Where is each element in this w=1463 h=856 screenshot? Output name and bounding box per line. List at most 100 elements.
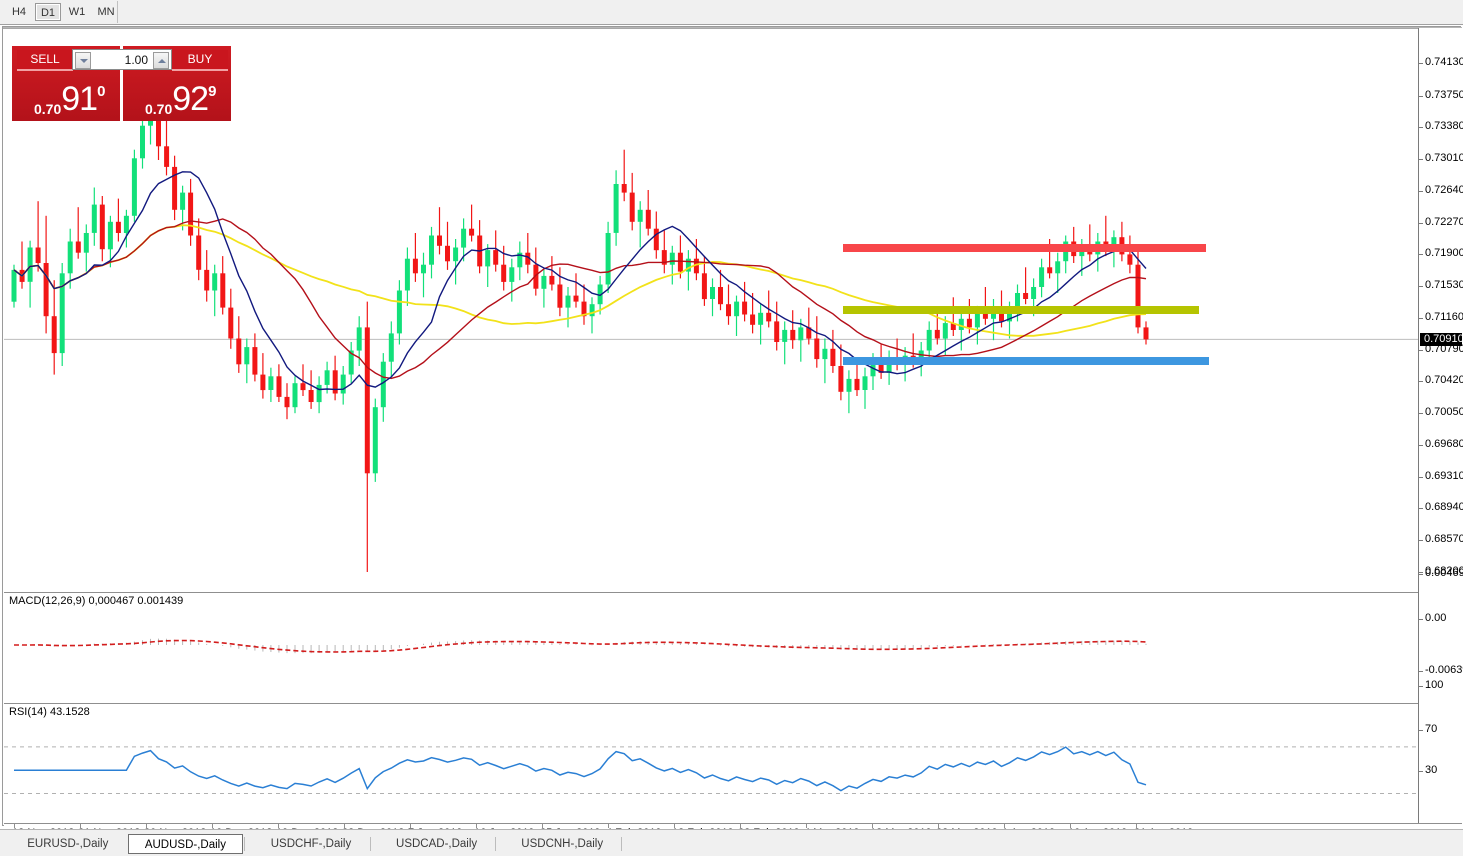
macd-pane[interactable]: MACD(12,26,9) 0,000467 0.001439 xyxy=(4,592,1418,703)
chart-tab-audusd[interactable]: AUDUSD-,Daily xyxy=(127,834,244,854)
sell-price: 0.70910 xyxy=(34,80,105,119)
rsi-label: RSI(14) 43.1528 xyxy=(9,706,90,718)
buy-price-main: 92 xyxy=(172,80,209,118)
price-axis-tick-label: 0.71530 xyxy=(1425,279,1463,292)
mid-zone xyxy=(843,306,1199,314)
rsi-plot xyxy=(4,746,1418,794)
time-axis-tick xyxy=(212,824,213,828)
price-axis-tick-label: 0.74130 xyxy=(1425,56,1463,68)
volume-stepper[interactable]: 1.00 xyxy=(72,49,172,70)
price-axis-tick-label: 0.68570 xyxy=(1425,533,1463,546)
time-axis-tick xyxy=(608,824,609,828)
rsi-axis-tick xyxy=(1419,730,1423,731)
price-axis-tick xyxy=(1419,572,1423,573)
buy-price-frac: 9 xyxy=(208,83,217,100)
price-axis-tick-label: 0.70420 xyxy=(1425,374,1463,387)
macd-label: MACD(12,26,9) 0,000467 0.001439 xyxy=(9,595,184,607)
rsi-axis-tick-label: 70 xyxy=(1425,723,1438,735)
price-axis-tick xyxy=(1419,222,1423,224)
rsi-axis-tick xyxy=(1419,686,1423,687)
time-axis-tick xyxy=(146,824,147,828)
price-axis-tick-label: 0.73010 xyxy=(1425,152,1463,165)
resistance-zone xyxy=(843,244,1206,252)
timeframe-button-w1[interactable]: W1 xyxy=(68,6,86,18)
time-axis-tick xyxy=(344,824,345,828)
timeframe-button-mn[interactable]: MN xyxy=(97,6,115,18)
rsi-axis-tick-label: 100 xyxy=(1425,679,1444,691)
candlestick-chart xyxy=(4,75,1418,572)
chart-tab-usdchf[interactable]: USDCHF-,Daily xyxy=(270,838,352,850)
support-zone xyxy=(843,357,1209,365)
macd-plot xyxy=(14,638,1147,654)
macd-axis-tick xyxy=(1419,574,1423,575)
price-axis-tick xyxy=(1419,349,1423,351)
current-price-label: 0.70910 xyxy=(1420,333,1463,347)
volume-increment-button[interactable] xyxy=(153,52,169,69)
tab-divider xyxy=(621,837,622,851)
price-pane[interactable] xyxy=(4,30,1418,590)
time-axis-tick xyxy=(542,824,543,828)
price-axis-tick xyxy=(1419,254,1423,256)
price-axis-tick xyxy=(1419,63,1423,64)
rsi-axis-tick-label: 30 xyxy=(1425,764,1438,776)
macd-axis-tick-label: 0.004694 xyxy=(1425,567,1463,579)
time-axis-tick xyxy=(476,824,477,828)
triangle-up-icon xyxy=(158,59,166,63)
price-axis-tick-label: 0.71160 xyxy=(1425,310,1463,323)
price-axis-tick-label: 0.72640 xyxy=(1425,183,1463,196)
timeframe-button-d1[interactable]: D1 xyxy=(35,3,61,21)
price-axis-tick-label: 0.72270 xyxy=(1425,215,1463,228)
chart-window-top-border xyxy=(3,27,1462,29)
buy-label[interactable]: BUY xyxy=(172,50,228,71)
buy-price-prefix: 0.70 xyxy=(145,101,173,117)
buy-price: 0.70929 xyxy=(145,80,216,119)
rsi-axis-tick xyxy=(1419,771,1423,772)
rsi-pane[interactable]: RSI(14) 43.1528 xyxy=(4,703,1418,823)
timeframe-button-h4[interactable]: H4 xyxy=(11,6,27,18)
volume-decrement-button[interactable] xyxy=(75,52,91,69)
price-axis-tick-label: 0.70050 xyxy=(1425,406,1463,419)
price-axis-tick-label: 0.68940 xyxy=(1425,501,1463,514)
time-axis-tick xyxy=(14,824,15,828)
price-axis-tick xyxy=(1419,413,1423,415)
chart-tab-usdcnh[interactable]: USDCNH-,Daily xyxy=(521,838,604,850)
time-axis-tick xyxy=(674,824,675,828)
timeframe-toolbar: H4 D1 W1 MN xyxy=(0,0,1463,25)
price-axis-tick xyxy=(1419,476,1423,478)
time-axis-tick xyxy=(278,824,279,828)
price-axis-tick-label: 0.68200 xyxy=(1425,565,1463,577)
price-axis-tick-label: 0.71900 xyxy=(1425,247,1463,260)
sell-price-frac: 0 xyxy=(97,83,106,100)
chart-tabs-bar: EURUSD-,Daily AUDUSD-,Daily USDCHF-,Daily U… xyxy=(0,829,1463,856)
chart-tab-eurusd[interactable]: EURUSD-,Daily xyxy=(27,838,109,850)
price-axis-tick xyxy=(1419,444,1423,446)
chart-tab-usdcad[interactable]: USDCAD-,Daily xyxy=(396,838,478,850)
sell-price-main: 91 xyxy=(61,80,98,118)
time-axis-tick xyxy=(1070,824,1071,828)
one-click-trading-panel[interactable]: SELL BUY 1.00 0.70910 0.70929 xyxy=(12,46,231,121)
panel-divider xyxy=(120,46,123,121)
price-axis-tick xyxy=(1419,190,1423,192)
price-axis[interactable]: 0.74130 0.73750 0.73380 0.73010 0.72640 0.722… xyxy=(1418,28,1463,824)
macd-axis-tick xyxy=(1419,619,1423,620)
time-axis-tick xyxy=(740,824,741,828)
tab-divider xyxy=(369,837,371,851)
triangle-down-icon xyxy=(80,59,88,63)
time-axis-tick xyxy=(1136,824,1137,828)
time-axis-tick xyxy=(1004,824,1005,828)
macd-axis-tick-label: 0.00 xyxy=(1425,612,1447,624)
chart-window: ▲AUDUSD-,Daily 0.70964 0.70981 0.70899 0… xyxy=(2,26,1463,846)
price-axis-tick xyxy=(1419,286,1423,288)
sell-label[interactable]: SELL xyxy=(17,50,73,71)
sell-price-prefix: 0.70 xyxy=(34,101,62,117)
price-axis-tick xyxy=(1419,540,1423,542)
tab-divider xyxy=(495,837,497,851)
volume-value[interactable]: 1.00 xyxy=(124,53,148,67)
price-axis-tick-label: 0.73380 xyxy=(1425,120,1463,133)
time-axis-tick xyxy=(938,824,939,828)
macd-axis-tick xyxy=(1419,671,1423,672)
time-axis-tick xyxy=(872,824,873,828)
price-axis-tick xyxy=(1419,95,1423,97)
time-axis-tick xyxy=(806,824,807,828)
toolbar-divider xyxy=(117,1,118,23)
